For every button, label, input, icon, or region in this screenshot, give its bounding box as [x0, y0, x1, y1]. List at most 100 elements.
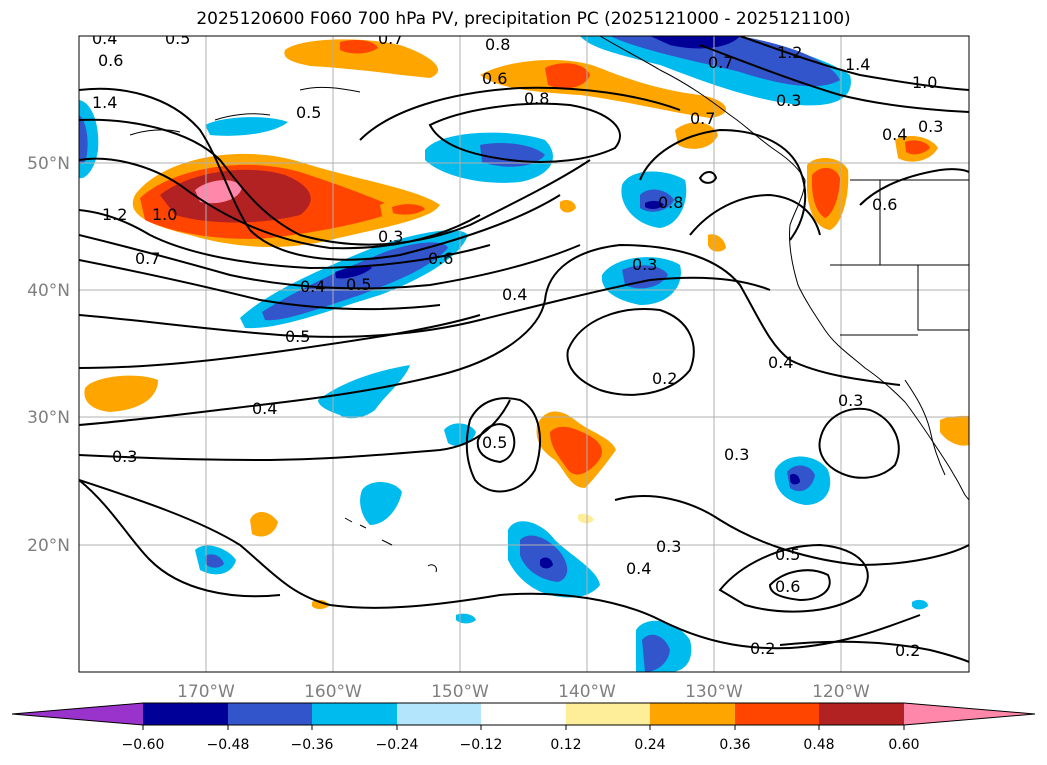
precip-shading	[79, 36, 969, 672]
colorbar-tick-label: −0.12	[460, 737, 503, 753]
contour-label: 0.5	[346, 275, 371, 294]
map-panel: 0.4 0.5 0.7 0.6 0.8 0.6 1.4 0.5 0.8 0.7 …	[79, 29, 969, 672]
precip-positive-region	[312, 599, 329, 609]
pv-contour	[818, 407, 900, 479]
contour-label: 0.5	[285, 327, 310, 346]
precip-positive-region	[905, 140, 930, 155]
contour-label: 0.5	[296, 103, 321, 122]
precip-negative-region	[205, 554, 224, 568]
lon-label: 130°W	[685, 682, 743, 702]
contour-label: 0.6	[98, 51, 123, 70]
precip-negative-region	[912, 599, 928, 610]
lon-label: 140°W	[558, 682, 616, 702]
lon-label: 120°W	[812, 682, 870, 702]
pv-contour	[779, 640, 969, 663]
colorbar-tick-label: −0.24	[376, 737, 419, 753]
contour-label: 0.3	[656, 537, 681, 556]
contour-label: 0.8	[658, 193, 683, 212]
pv-contour	[465, 397, 541, 493]
pv-contour	[359, 86, 681, 141]
colorbar-bin	[481, 703, 566, 725]
pv-contour	[718, 543, 869, 613]
lat-label: 50°N	[27, 154, 70, 174]
contour-label: 0.3	[838, 391, 863, 410]
contour-label: 0.4	[252, 399, 277, 418]
colorbar-over-arrow	[904, 703, 1035, 725]
pv-contour	[859, 168, 969, 206]
contour-label: 0.2	[750, 639, 775, 658]
precip-positive-region	[340, 40, 378, 54]
contour-label: 0.2	[652, 369, 677, 388]
contour-label: 0.2	[895, 641, 920, 660]
pv-contour	[79, 87, 561, 261]
pv-contour	[639, 128, 807, 241]
precip-positive-region	[392, 204, 425, 215]
contour-label: 0.3	[724, 445, 749, 464]
contour-label: 1.4	[92, 93, 117, 112]
pv-contour	[79, 399, 511, 462]
lon-label: 170°W	[177, 682, 235, 702]
pv-contour	[698, 171, 718, 184]
contour-label: 0.4	[768, 353, 793, 372]
colorbar-tick-label: −0.36	[291, 737, 334, 753]
precip-positive-region	[940, 415, 969, 446]
colorbar-tick-label: 0.12	[550, 737, 581, 753]
contour-label: 0.6	[775, 577, 800, 596]
precip-negative-region	[650, 36, 740, 49]
precip-positive-region	[284, 39, 439, 78]
contour-label: 0.5	[165, 29, 190, 48]
precip-positive-region	[195, 180, 242, 204]
pv-contour	[79, 234, 581, 290]
pv-contour	[428, 102, 621, 163]
contour-label: 1.0	[152, 205, 177, 224]
contour-label: 0.3	[918, 117, 943, 136]
contour-label: 0.4	[300, 277, 325, 296]
pv-contour	[79, 479, 281, 598]
precip-positive-region	[545, 63, 590, 89]
contour-label: 0.7	[378, 29, 403, 48]
contour-label: 0.7	[135, 249, 160, 268]
precip-positive-region	[480, 59, 727, 118]
pv-contours	[79, 36, 969, 663]
contour-label: 0.4	[92, 29, 117, 48]
lon-label: 160°W	[304, 682, 362, 702]
colorbar-bin	[735, 703, 819, 725]
lon-label: 150°W	[431, 682, 489, 702]
lat-label: 20°N	[27, 536, 70, 556]
contour-label: 0.8	[524, 89, 549, 108]
pv-contour	[79, 259, 441, 311]
contour-label: 0.5	[775, 545, 800, 564]
precip-negative-region	[205, 117, 288, 136]
contour-label: 0.7	[690, 109, 715, 128]
colorbar-tick-label: 0.36	[719, 737, 750, 753]
colorbar-tick-label: 0.60	[888, 737, 919, 753]
contour-label: 0.8	[485, 35, 510, 54]
contour-label: 0.5	[482, 433, 507, 452]
colorbar: −0.60 −0.48 −0.36 −0.24 −0.12 0.12 0.24 …	[11, 702, 1036, 753]
lat-label: 40°N	[27, 281, 70, 301]
pv-contour	[79, 314, 481, 369]
pv-contour	[566, 308, 695, 396]
contour-label: 1.0	[912, 73, 937, 92]
colorbar-bin	[143, 703, 228, 725]
longitude-labels: 170°W 160°W 150°W 140°W 130°W 120°W	[177, 682, 870, 702]
pv-contour	[79, 209, 491, 270]
contour-label: 0.6	[872, 195, 897, 214]
colorbar-bin	[397, 703, 481, 725]
colorbar-tick-label: −0.60	[122, 737, 165, 753]
precip-positive-region	[550, 426, 602, 475]
contour-label: 0.4	[882, 125, 907, 144]
contour-label: 0.6	[428, 249, 453, 268]
pv-contour	[768, 569, 831, 602]
precip-negative-region	[610, 36, 840, 87]
precip-positive-region	[811, 167, 840, 218]
colorbar-tick-label: 0.24	[634, 737, 665, 753]
colorbar-bin	[312, 703, 397, 725]
precip-negative-region	[642, 634, 670, 672]
gridlines	[79, 36, 969, 672]
colorbar-bin	[650, 703, 735, 725]
map-title: 2025120600 F060 700 hPa PV, precipitatio…	[196, 9, 851, 29]
pv-contour	[79, 157, 481, 250]
coastlines	[129, 36, 969, 573]
